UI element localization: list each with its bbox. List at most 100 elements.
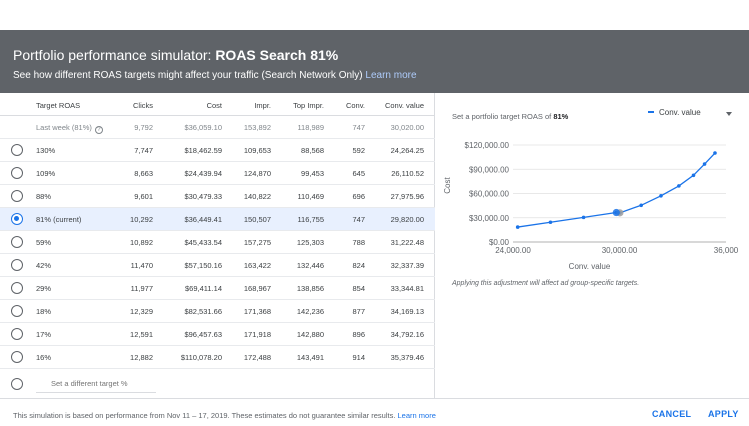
target-radio[interactable] <box>11 351 23 363</box>
cancel-button[interactable]: CANCEL <box>652 409 692 419</box>
table-cell: 877 <box>352 307 365 316</box>
simulation-table: Target ROAS Clicks Cost Impr. Top Impr. … <box>0 93 435 398</box>
target-roas-cell: 81% (current) <box>36 215 82 224</box>
footer-disclaimer: This simulation is based on performance … <box>13 411 436 420</box>
top-strip <box>0 0 749 30</box>
last-week-cell: $36,059.10 <box>184 123 222 132</box>
chart-panel: Set a portfolio target ROAS of 81% Conv.… <box>436 93 749 398</box>
last-week-label-text: Last week (81%) <box>36 123 92 132</box>
table-cell: 29,820.00 <box>390 215 424 224</box>
table-cell: 99,453 <box>301 169 324 178</box>
table-cell: 143,491 <box>296 353 324 362</box>
target-roas-cell: 29% <box>36 284 52 293</box>
table-cell: 12,591 <box>130 330 153 339</box>
target-roas-cell: 16% <box>36 353 52 362</box>
panel-title-prefix: Set a portfolio target ROAS of <box>452 112 552 121</box>
table-cell: 88,568 <box>301 146 324 155</box>
target-radio[interactable] <box>11 144 23 156</box>
table-cell: 824 <box>352 261 365 270</box>
table-cell: 592 <box>352 146 365 155</box>
data-point <box>691 173 696 178</box>
x-tick-label: 24,000.00 <box>495 246 531 255</box>
last-week-cell: 30,020.00 <box>390 123 424 132</box>
target-radio[interactable] <box>11 328 23 340</box>
dropdown-caret-icon <box>726 112 732 116</box>
panel-title: Set a portfolio target ROAS of 81% <box>452 112 568 121</box>
table-cell: 10,292 <box>130 215 153 224</box>
table-cell: 12,329 <box>130 307 153 316</box>
table-cell: 168,967 <box>243 284 271 293</box>
target-radio[interactable] <box>11 236 23 248</box>
y-tick-label: $0.00 <box>489 238 510 247</box>
series-dropdown[interactable]: Conv. value <box>648 108 736 124</box>
col-header-impr[interactable]: Impr. <box>254 101 271 110</box>
target-radio[interactable] <box>11 190 23 202</box>
x-tick-label: 36,000 <box>714 246 739 255</box>
table-row[interactable]: 109% 8,663 $24,439.94 124,870 99,453 645 26,11… <box>0 162 435 185</box>
header-learn-more-link[interactable]: Learn more <box>365 70 417 81</box>
table-cell: 163,422 <box>243 261 271 270</box>
col-header-target-roas[interactable]: Target ROAS <box>36 101 81 110</box>
data-point <box>713 151 717 155</box>
data-point <box>677 184 681 188</box>
table-row[interactable]: 17% 12,591 $96,457.63 171,918 142,880 896 34,7… <box>0 323 435 346</box>
data-point <box>548 220 553 225</box>
table-cell: 854 <box>352 284 365 293</box>
apply-button[interactable]: APPLY <box>708 409 739 419</box>
cost-vs-conv-value-chart: $0.00 $30,000.00 $60,000.00 $90,000.00 $120,… <box>443 141 739 271</box>
table-cell: 11,470 <box>130 261 153 270</box>
target-roas-cell: 88% <box>36 192 52 201</box>
col-header-conv-value[interactable]: Conv. value <box>384 101 424 110</box>
table-cell: 914 <box>352 353 365 362</box>
target-radio[interactable] <box>11 282 23 294</box>
last-week-cell: 118,989 <box>297 123 324 132</box>
table-cell: 124,870 <box>243 169 271 178</box>
table-cell: $69,411.14 <box>185 284 222 293</box>
footer-disclaimer-text: This simulation is based on performance … <box>13 411 396 420</box>
table-row[interactable]: 59% 10,892 $45,433.54 157,275 125,303 788 31,2… <box>0 231 435 254</box>
table-cell: 110,469 <box>297 192 324 201</box>
data-point <box>639 203 643 208</box>
table-row[interactable]: 81% (current) 10,292 $36,449.41 150,507 116,… <box>0 208 435 231</box>
table-cell: 27,975.96 <box>390 192 424 201</box>
table-row[interactable]: 88% 9,601 $30,479.33 140,822 110,469 696 27,97… <box>0 185 435 208</box>
footer-learn-more-link[interactable]: Learn more <box>397 411 436 420</box>
table-cell: 157,275 <box>243 238 271 247</box>
target-roas-cell: 42% <box>36 261 52 270</box>
table-row[interactable]: 16% 12,882 $110,078.20 172,488 143,491 914 35,… <box>0 346 435 369</box>
table-cell: 132,446 <box>296 261 324 270</box>
table-cell: 12,882 <box>130 353 153 362</box>
table-cell: 645 <box>352 169 365 178</box>
help-icon[interactable]: ? <box>94 126 103 134</box>
y-axis-label: Cost <box>443 177 452 194</box>
table-cell: 32,337.39 <box>390 261 424 270</box>
col-header-clicks[interactable]: Clicks <box>133 101 153 110</box>
target-radio[interactable] <box>11 259 23 271</box>
last-week-cell: 747 <box>352 123 365 132</box>
table-row[interactable]: 29% 11,977 $69,411.14 168,967 138,856 854 33,3… <box>0 277 435 300</box>
data-point <box>515 225 520 229</box>
adjustment-note: Applying this adjustment will affect ad … <box>452 280 640 287</box>
table-cell: 150,507 <box>243 215 271 224</box>
table-row[interactable]: 18% 12,329 $82,531.66 171,368 142,236 877 34,1… <box>0 300 435 323</box>
target-roas-cell: 18% <box>36 307 52 316</box>
table-cell: $96,457.63 <box>184 330 222 339</box>
col-header-cost[interactable]: Cost <box>206 101 222 110</box>
last-week-cell: 153,892 <box>243 123 271 132</box>
different-target-input[interactable] <box>36 375 156 393</box>
table-cell: 26,110.52 <box>391 169 424 178</box>
target-radio[interactable] <box>11 305 23 317</box>
series-dropdown-value: Conv. value <box>659 108 701 117</box>
table-cell: 138,856 <box>296 284 324 293</box>
table-cell: 142,880 <box>296 330 324 339</box>
table-row[interactable]: 130% 7,747 $18,462.59 109,653 88,568 592 24,26… <box>0 139 435 162</box>
target-radio[interactable] <box>11 213 23 225</box>
table-cell: 109,653 <box>243 146 271 155</box>
target-radio[interactable] <box>11 167 23 179</box>
col-header-top-impr[interactable]: Top Impr. <box>293 101 324 110</box>
different-target-radio[interactable] <box>11 378 23 390</box>
col-header-conv[interactable]: Conv. <box>345 101 365 110</box>
table-row[interactable]: 42% 11,470 $57,150.16 163,422 132,446 824 32,3… <box>0 254 435 277</box>
table-cell: 11,977 <box>130 284 153 293</box>
table-cell: 171,918 <box>243 330 271 339</box>
